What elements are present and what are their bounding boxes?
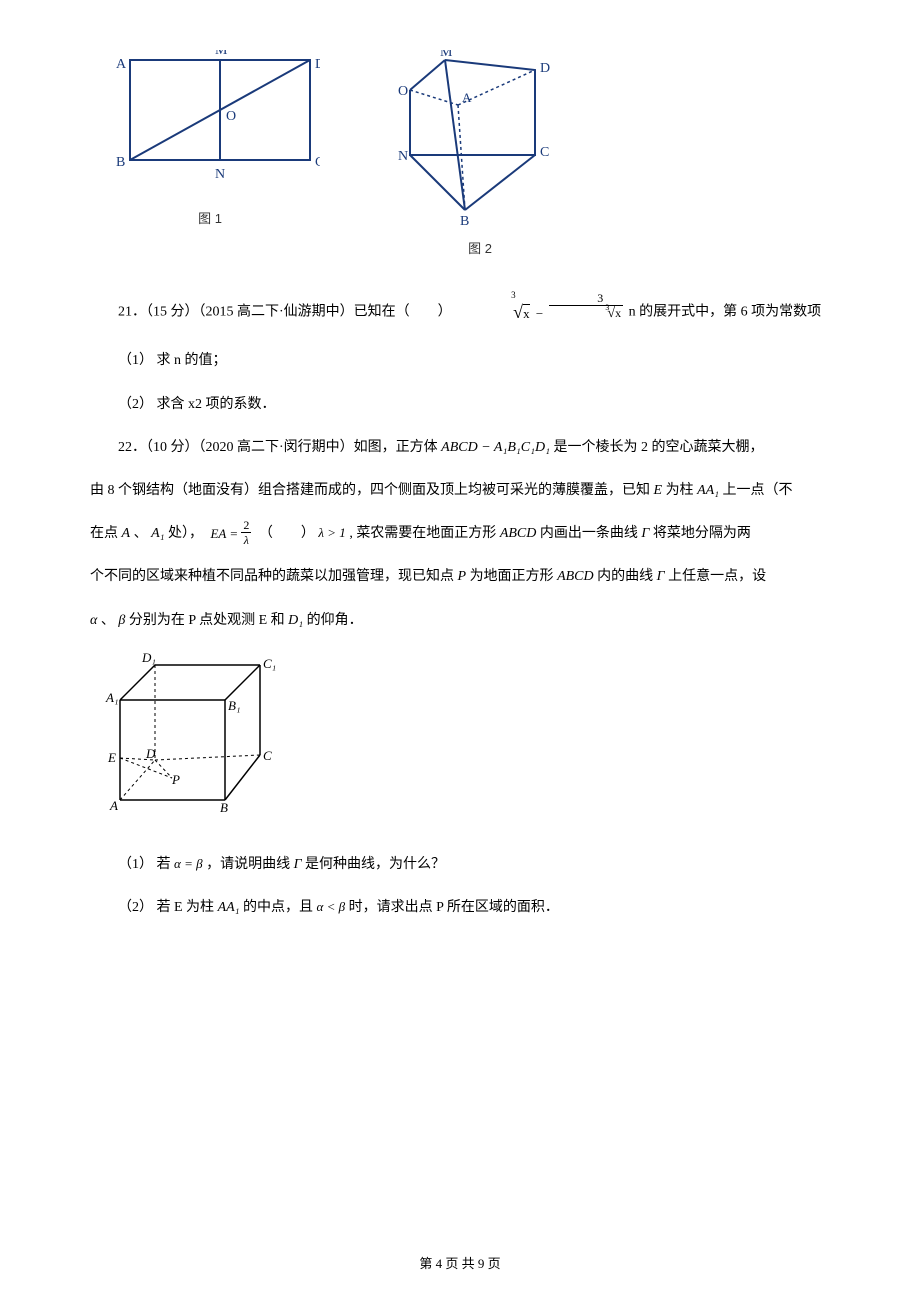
cube-D1: D₁ xyxy=(141,650,156,665)
fig1-B: B xyxy=(116,155,125,170)
q21-sub1: （1） 求 n 的值； xyxy=(90,341,830,380)
figure-1-label: 图 1 xyxy=(198,208,222,227)
q22-l4-P: P xyxy=(458,569,467,584)
q22-l4-gamma: Γ xyxy=(657,569,665,584)
q22-l3a: 在点 xyxy=(90,526,122,541)
q22-l3-gamma: Γ xyxy=(641,526,649,541)
q22-l5-beta: β xyxy=(118,613,125,628)
q22-l3-fden: λ xyxy=(241,533,251,547)
figure-2-label: 图 2 xyxy=(468,238,492,257)
fig2-A: A xyxy=(462,90,472,105)
q22-l3-A1: A₁ xyxy=(151,526,164,541)
cube-B1: B₁ xyxy=(228,698,240,713)
q22-s1-eq: α = β xyxy=(174,856,203,871)
q22-l4b: 为地面正方形 xyxy=(470,569,558,584)
figure-2-svg: M D C N O A B xyxy=(380,50,580,230)
cube-C1: C₁ xyxy=(263,656,276,671)
q22-l4-ABCD: ABCD xyxy=(557,569,594,584)
cube-A: A xyxy=(109,798,118,813)
q22-s1b: ，请说明曲线 xyxy=(206,857,294,872)
q22-s2a: （2） 若 E 为柱 xyxy=(118,900,218,915)
q22-l1a: 22．（10 分）（2020 高二下·闵行期中）如图，正方体 xyxy=(118,440,441,455)
q22-s2-ineq: α < β xyxy=(317,899,346,914)
q22-l3-ABCD: ABCD xyxy=(500,526,537,541)
q22-l4d: 上任意一点，设 xyxy=(668,569,766,584)
q22-l3b: 、 xyxy=(134,526,152,541)
q22-l3-lambda: λ > 1 xyxy=(318,525,345,540)
q22-l3c: 处）， xyxy=(168,526,203,541)
q22-l5-alpha: α xyxy=(90,613,97,628)
q22-l5a: 、 xyxy=(101,613,119,628)
cube-svg: D₁ C₁ A₁ B₁ E D P C A B xyxy=(100,650,300,820)
q21-expr: 3 √x − 3 3 √x xyxy=(457,287,623,337)
q22-l4c: 内的曲线 xyxy=(597,569,657,584)
q22-line3: 在点 A 、 A₁ 处）， EA = 2 λ （ ） λ > 1 , 菜农需要在… xyxy=(90,514,830,553)
figure-2-block: M D C N O A B 图 2 xyxy=(380,50,580,257)
fig2-C: C xyxy=(540,145,549,160)
fig1-O: O xyxy=(226,109,236,124)
q22-s1c: 是何种曲线，为什么？ xyxy=(305,857,445,872)
fig2-D: D xyxy=(540,61,550,76)
q22-s2-AA1: AA₁ xyxy=(218,900,240,915)
q22-l2-E: E xyxy=(654,483,663,498)
cube-C: C xyxy=(263,748,272,763)
q21-prefix: 21．（15 分）（2015 高二下·仙游期中）已知在（ ） xyxy=(118,304,452,319)
q21-frac-den-idx: 3 xyxy=(577,303,609,313)
fig1-D: D xyxy=(315,57,320,72)
q22-l3e: , 菜农需要在地面正方形 xyxy=(349,526,500,541)
figure-1-block: A B C D M N O 图 1 xyxy=(100,50,320,257)
q21-sub2: （2） 求含 x2 项的系数． xyxy=(90,385,830,424)
q22-l3-EA: EA = xyxy=(210,526,238,541)
q22-line1: 22．（10 分）（2020 高二下·闵行期中）如图，正方体 ABCD − A₁… xyxy=(90,428,830,467)
fig1-N: N xyxy=(215,167,225,182)
fig2-M: M xyxy=(440,50,453,60)
q22-l2-AA1: AA₁ xyxy=(697,483,719,498)
fig2-B: B xyxy=(460,214,469,229)
q22-line2: 由 8 个钢结构（地面没有）组合搭建而成的，四个侧面及顶上均被可采光的薄膜覆盖，… xyxy=(90,471,830,510)
q21-frac-den-x: x xyxy=(615,305,621,320)
fig2-O: O xyxy=(398,84,408,99)
q22-l5b: 分别为在 P 点处观测 E 和 xyxy=(129,613,288,628)
q22-l3-A: A xyxy=(122,526,131,541)
cube-E: E xyxy=(107,750,116,765)
fig2-N: N xyxy=(398,149,408,164)
q22-s2c: 时，请求出点 P 所在区域的面积． xyxy=(349,900,559,915)
q21-root-idx: 3 xyxy=(483,283,516,308)
q22-s1a: （1） 若 xyxy=(118,857,174,872)
cube-P: P xyxy=(171,772,180,787)
q22-l2c: 上一点（不 xyxy=(723,483,793,498)
q22-l1-cube: ABCD − A₁B₁C₁D₁ xyxy=(441,440,550,455)
q22-l3f: 内画出一条曲线 xyxy=(540,526,642,541)
cube-B: B xyxy=(220,800,228,815)
fig1-C: C xyxy=(315,155,320,170)
q22-l5-D1: D₁ xyxy=(288,613,303,628)
q22-l3-EA-full: EA = 2 λ xyxy=(210,516,251,552)
fig1-M: M xyxy=(215,50,228,58)
figure-1-svg: A B C D M N O xyxy=(100,50,320,200)
q22-l3d: （ ） xyxy=(259,526,315,541)
q22-line4: 个不同的区域来种植不同品种的蔬菜以加强管理，现已知点 P 为地面正方形 ABCD… xyxy=(90,557,830,596)
q22-s1-gamma: Γ xyxy=(294,857,302,872)
cube-A1: A₁ xyxy=(105,690,118,705)
q22-l2b: 为柱 xyxy=(666,483,698,498)
q22-l3-fnum: 2 xyxy=(241,518,251,533)
q21-line1: 21．（15 分）（2015 高二下·仙游期中）已知在（ ） 3 √x − 3 … xyxy=(90,287,830,337)
page-footer: 第 4 页 共 9 页 xyxy=(0,1253,920,1272)
fig1-A: A xyxy=(116,57,127,72)
figures-row: A B C D M N O 图 1 M D C N O A B 图 2 xyxy=(100,50,830,257)
q22-l2a: 由 8 个钢结构（地面没有）组合搭建而成的，四个侧面及顶上均被可采光的薄膜覆盖，… xyxy=(90,483,654,498)
q21-minus: − xyxy=(536,306,543,321)
q22-s2b: 的中点，且 xyxy=(243,900,317,915)
q21-root-x: x xyxy=(523,304,530,321)
q22-sub2: （2） 若 E 为柱 AA₁ 的中点，且 α < β 时，请求出点 P 所在区域… xyxy=(90,888,830,927)
q22-l3g: 将菜地分隔为两 xyxy=(653,526,751,541)
q22-line5: α 、 β 分别为在 P 点处观测 E 和 D₁ 的仰角． xyxy=(90,601,830,640)
q22-l1b: 是一个棱长为 2 的空心蔬菜大棚， xyxy=(553,440,763,455)
q22-sub1: （1） 若 α = β ，请说明曲线 Γ 是何种曲线，为什么？ xyxy=(90,845,830,884)
cube-D: D xyxy=(145,746,156,761)
q21-suffix: n 的展开式中，第 6 项为常数项 xyxy=(629,304,822,319)
q22-l4a: 个不同的区域来种植不同品种的蔬菜以加强管理，现已知点 xyxy=(90,569,458,584)
cube-figure: D₁ C₁ A₁ B₁ E D P C A B xyxy=(100,650,830,825)
q22-l5c: 的仰角． xyxy=(307,613,363,628)
